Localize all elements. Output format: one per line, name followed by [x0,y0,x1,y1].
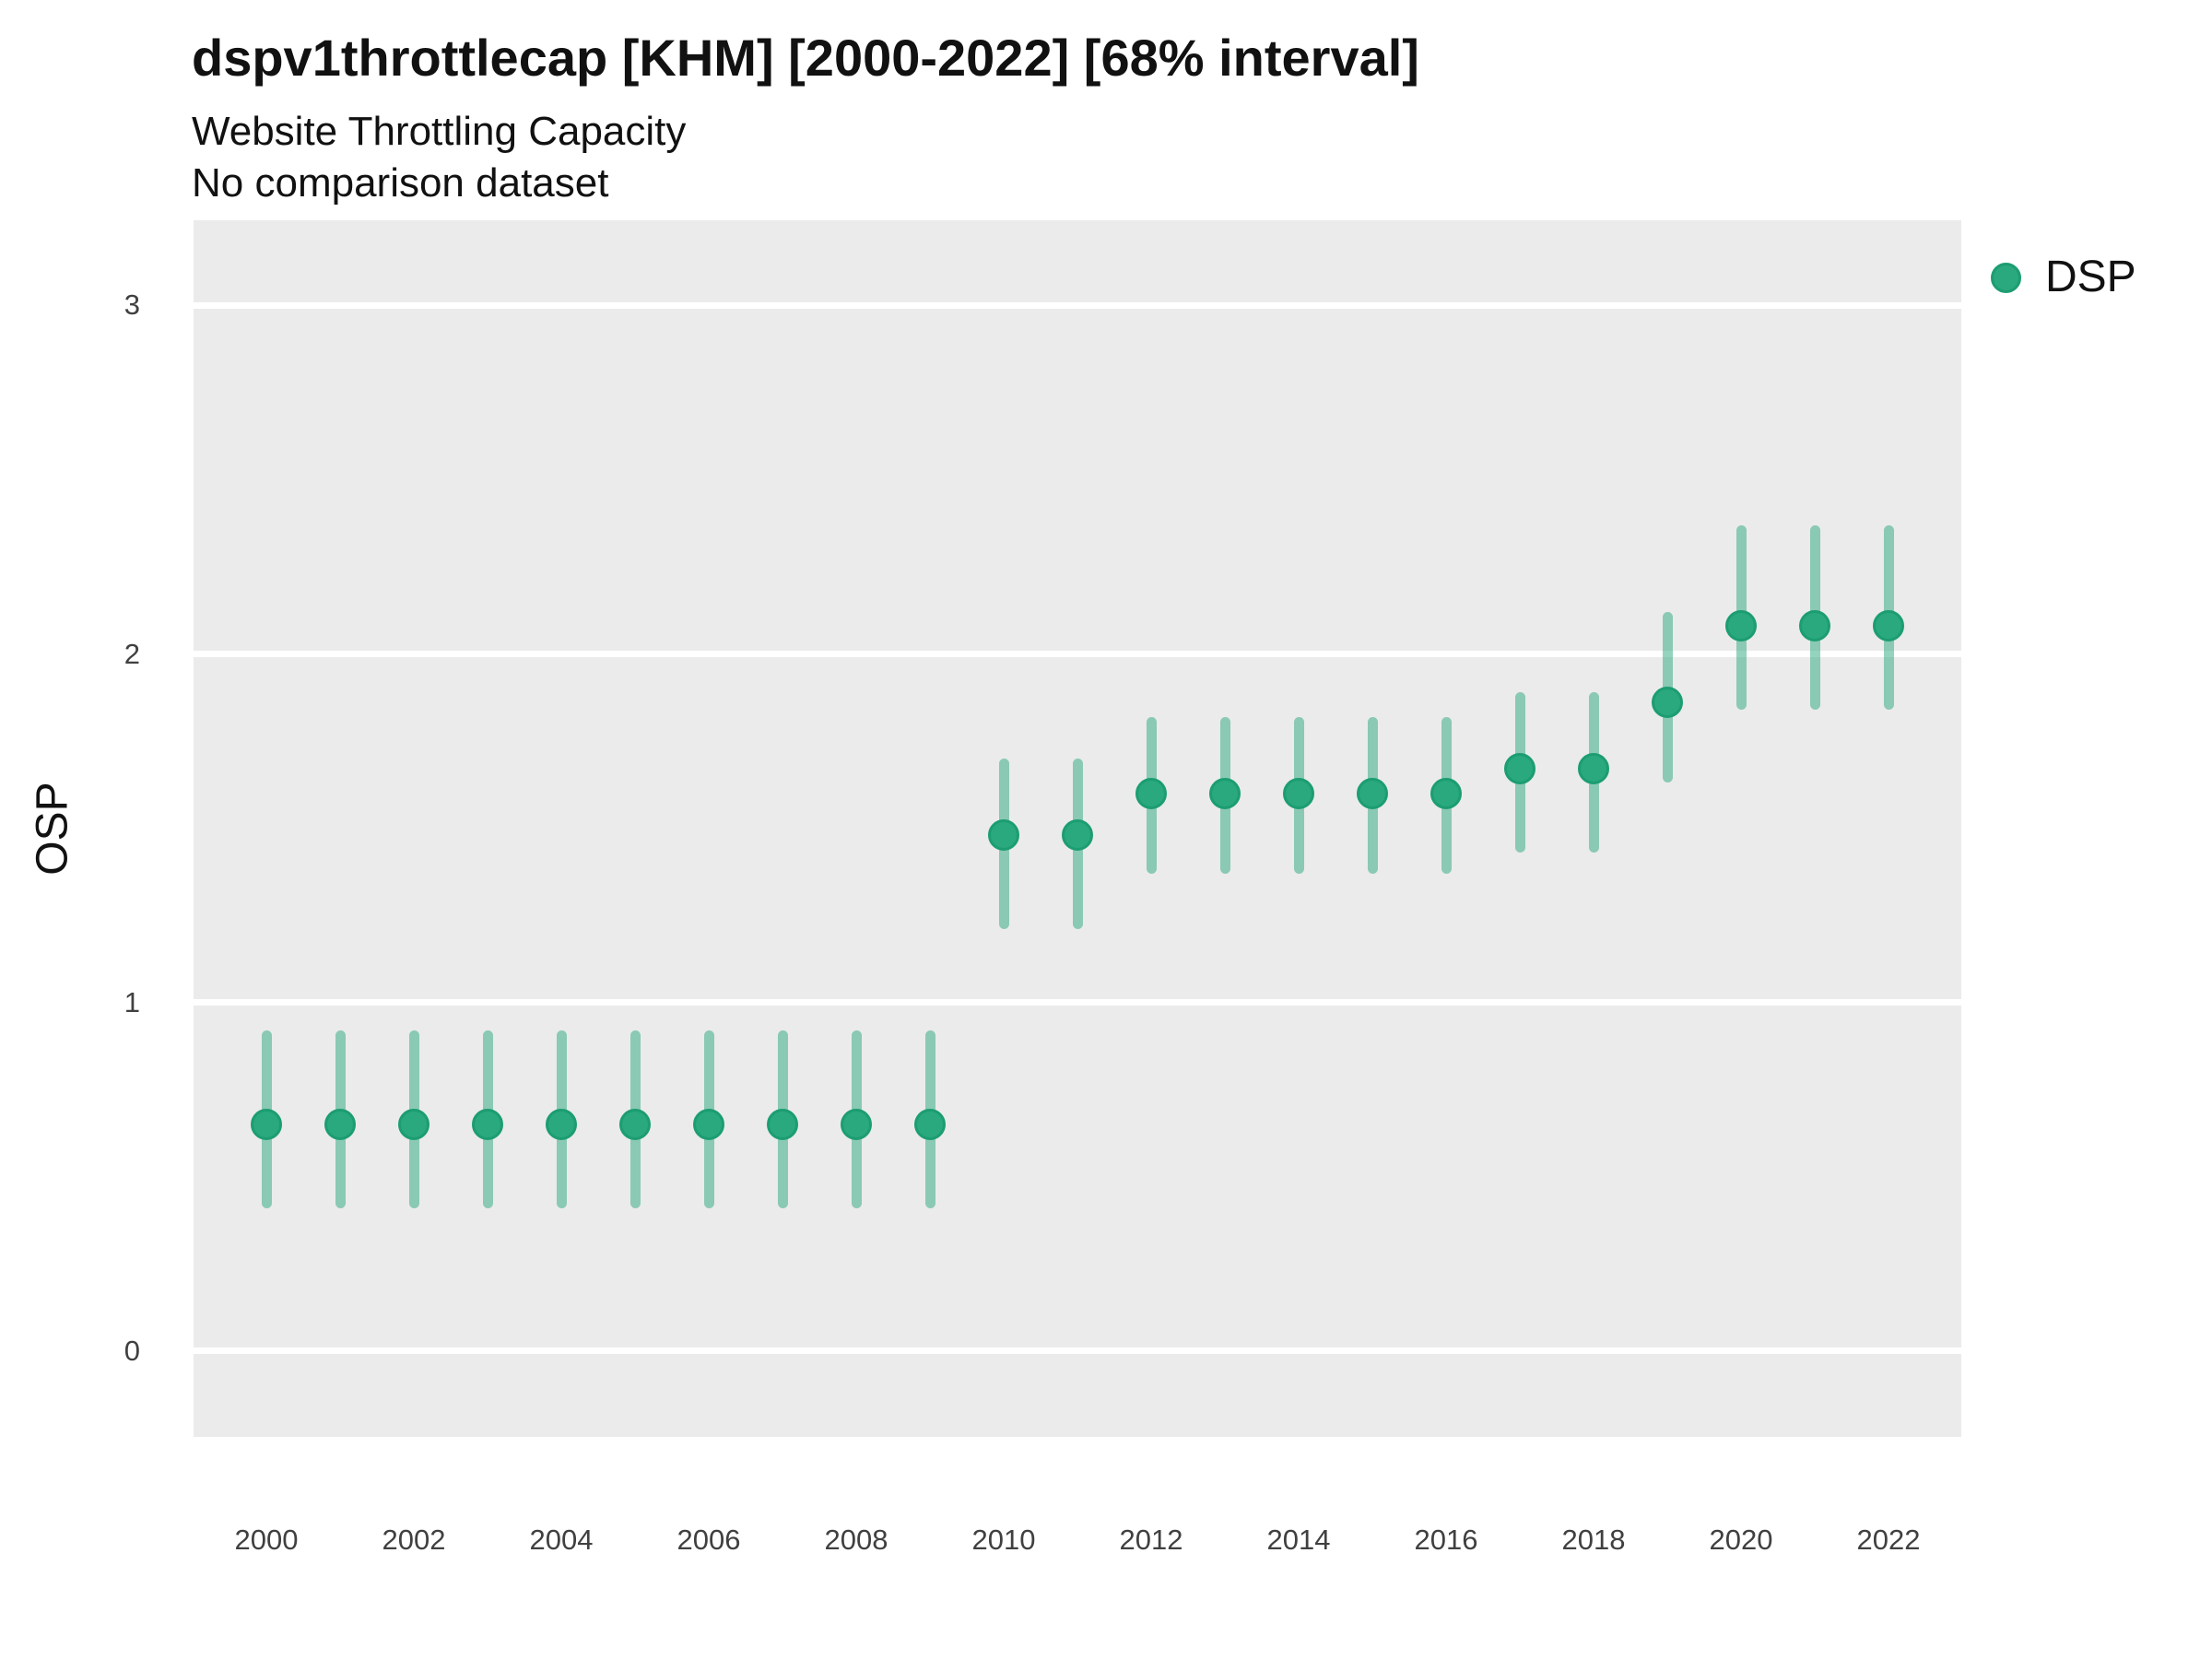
x-tick-label: 2022 [1856,1524,1921,1556]
data-point [546,1109,577,1141]
x-tick-label: 2002 [382,1524,446,1556]
data-point [1283,777,1314,809]
data-point [324,1109,356,1141]
y-tick-label: 0 [124,1334,140,1367]
legend-label: DSP [2045,253,2136,301]
y-tick-label: 3 [124,288,140,322]
x-tick-label: 2000 [234,1524,299,1556]
legend: DSP [1991,244,2136,311]
y-tick-label: 1 [124,985,140,1018]
x-tick-label: 2014 [1266,1524,1331,1556]
y-gridline [194,301,1961,309]
y-axis-title: OSP [28,782,77,876]
legend-point-icon [1991,262,2021,293]
data-point [251,1109,282,1141]
data-point [619,1109,651,1141]
data-point [1062,819,1093,852]
y-tick-label: 2 [124,637,140,670]
data-point [1135,777,1167,809]
data-point [693,1109,724,1141]
data-point [1578,753,1609,785]
data-point [1504,753,1535,785]
x-tick-label: 2006 [677,1524,741,1556]
x-tick-label: 2020 [1709,1524,1773,1556]
data-point [988,819,1019,852]
data-point [914,1109,946,1141]
x-tick-label: 2010 [971,1524,1036,1556]
data-point [1799,610,1830,642]
x-tick-label: 2008 [824,1524,888,1556]
y-gridline [194,999,1961,1006]
x-tick-label: 2004 [529,1524,594,1556]
y-gridline [194,651,1961,657]
x-tick-label: 2016 [1414,1524,1478,1556]
x-tick-label: 2018 [1561,1524,1626,1556]
data-point [1725,610,1757,642]
y-gridline [194,1347,1961,1355]
chart-title: dspv1throttlecap [KHM] [2000-2022] [68% … [192,29,1419,87]
data-point [1652,687,1683,719]
data-point [767,1109,798,1141]
data-point [841,1109,872,1141]
data-point [1357,777,1388,809]
x-tick-label: 2012 [1119,1524,1183,1556]
plot-panel [194,220,1961,1437]
data-point [472,1109,503,1141]
data-point [1430,777,1462,809]
data-point [1209,777,1241,809]
chart-note: No comparison dataset [192,160,609,206]
chart-subtitle: Website Throttling Capacity [192,109,687,154]
data-point [1873,610,1904,642]
data-point [398,1109,429,1141]
